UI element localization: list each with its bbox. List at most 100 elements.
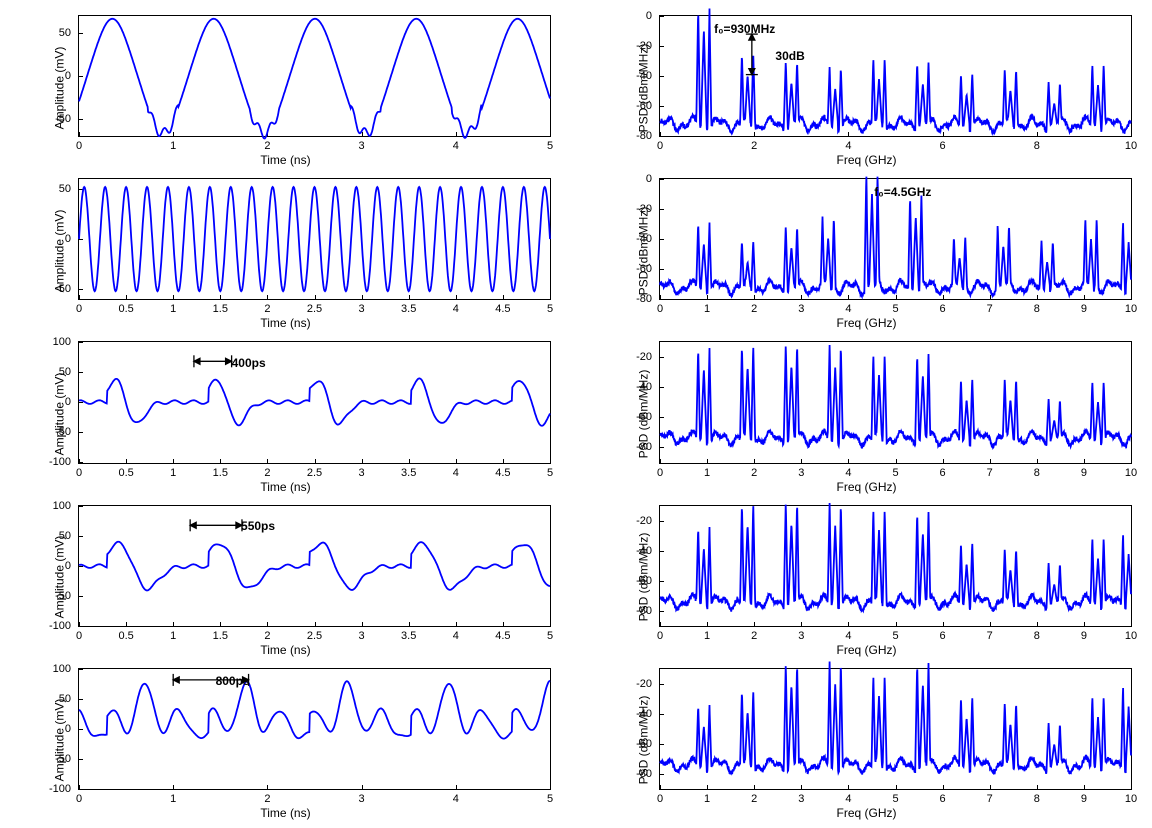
xtick: 0 <box>657 467 663 479</box>
ytick: -80 <box>636 293 652 305</box>
xtick: 8 <box>1034 630 1040 642</box>
xtick: 1 <box>704 467 710 479</box>
ytick: 0 <box>646 10 652 22</box>
plot-area: 012345678910-80-60-40-20 <box>659 668 1132 790</box>
ytick: 0 <box>65 70 71 82</box>
xtick: 9 <box>1081 630 1087 642</box>
xtick: 1 <box>170 467 176 479</box>
ylabel: Amplitude (mV) <box>52 536 66 619</box>
ytick: -100 <box>49 783 71 795</box>
ylabel: PSD (dBm/MHz) <box>636 43 650 132</box>
ytick: -60 <box>636 100 652 112</box>
xtick: 5 <box>892 793 898 805</box>
ytick: -50 <box>55 426 71 438</box>
ylabel: PSD (dBm/MHz) <box>636 206 650 295</box>
xtick: 0 <box>657 793 663 805</box>
xlabel: Time (ns) <box>260 316 310 330</box>
xtick: 4 <box>453 303 459 315</box>
ytick: -80 <box>636 441 652 453</box>
xtick: 3 <box>359 630 365 642</box>
xlabel: Time (ns) <box>260 643 310 657</box>
xtick: 6 <box>940 793 946 805</box>
ytick: -100 <box>49 620 71 632</box>
xtick: 9 <box>1081 793 1087 805</box>
xtick: 2 <box>751 467 757 479</box>
xtick: 3 <box>359 303 365 315</box>
xtick: 0 <box>657 630 663 642</box>
chart-L5: Amplitude (mV)Time (ns)012345-100-500501… <box>10 663 561 818</box>
ytick: 50 <box>59 183 71 195</box>
plot-area: 012345678910-80-60-40-20 <box>659 505 1132 627</box>
xtick: 5 <box>547 467 553 479</box>
ytick: 50 <box>59 366 71 378</box>
chart-R4: PSD (dBm/MHz)Freq (GHz)012345678910-80-6… <box>591 500 1142 655</box>
xtick: 4 <box>845 303 851 315</box>
xlabel: Freq (GHz) <box>837 806 897 820</box>
ytick: -50 <box>55 590 71 602</box>
ytick: 100 <box>53 336 71 348</box>
ytick: -40 <box>636 545 652 557</box>
xtick: 0.5 <box>118 630 133 642</box>
xtick: 2 <box>264 140 270 152</box>
xtick: 3 <box>359 467 365 479</box>
ytick: 0 <box>65 723 71 735</box>
xtick: 2 <box>264 793 270 805</box>
ytick: -80 <box>636 768 652 780</box>
xtick: 4 <box>845 140 851 152</box>
xtick: 4 <box>453 630 459 642</box>
xtick: 6 <box>940 140 946 152</box>
xtick: 9 <box>1081 303 1087 315</box>
xtick: 5 <box>892 630 898 642</box>
ytick: -50 <box>55 753 71 765</box>
xtick: 1 <box>704 303 710 315</box>
xtick: 0 <box>76 303 82 315</box>
plot-area: 012345678910-80-60-40-20 <box>659 341 1132 463</box>
chart-R5: PSD (dBm/MHz)Freq (GHz)012345678910-80-6… <box>591 663 1142 818</box>
xtick: 6 <box>940 303 946 315</box>
ytick: 0 <box>65 560 71 572</box>
xtick: 2.5 <box>307 630 322 642</box>
xtick: 3 <box>798 303 804 315</box>
xtick: 5 <box>547 140 553 152</box>
xtick: 7 <box>987 303 993 315</box>
xtick: 3.5 <box>401 630 416 642</box>
xtick: 4.5 <box>495 303 510 315</box>
xtick: 0.5 <box>118 467 133 479</box>
ytick: -20 <box>636 515 652 527</box>
xtick: 3.5 <box>401 303 416 315</box>
xtick: 5 <box>547 793 553 805</box>
xtick: 10 <box>1125 630 1137 642</box>
xtick: 0 <box>657 140 663 152</box>
plot-area: 00.511.522.533.544.55-100-50050100400ps <box>78 341 551 463</box>
chart-L3: Amplitude (mV)Time (ns)00.511.522.533.54… <box>10 336 561 491</box>
ytick: -80 <box>636 605 652 617</box>
xtick: 2 <box>751 793 757 805</box>
xtick: 4 <box>845 467 851 479</box>
ytick: -50 <box>55 113 71 125</box>
plot-area: 00.511.522.533.544.55-100-50050100550ps <box>78 505 551 627</box>
chart-R2: PSD (dBm/MHz)Freq (GHz)012345678910-80-6… <box>591 173 1142 328</box>
xtick: 0 <box>76 467 82 479</box>
chart-R3: PSD (dBm/MHz)Freq (GHz)012345678910-80-6… <box>591 336 1142 491</box>
xlabel: Freq (GHz) <box>837 643 897 657</box>
xtick: 0.5 <box>118 303 133 315</box>
chart-R1: PSD (dBm/MHz)Freq (GHz)0246810-80-60-40-… <box>591 10 1142 165</box>
chart-L4: Amplitude (mV) Time (ns) 00.511.522.533.54… <box>10 500 561 655</box>
ytick: -60 <box>636 738 652 750</box>
xtick: 3 <box>359 793 365 805</box>
xtick: 1.5 <box>213 630 228 642</box>
chart-L1: Amplitude (mV)Time (ns)012345-50050 <box>10 10 561 165</box>
xtick: 1 <box>170 630 176 642</box>
ytick: 50 <box>59 27 71 39</box>
xtick: 5 <box>547 630 553 642</box>
xtick: 2 <box>264 467 270 479</box>
xtick: 8 <box>1034 303 1040 315</box>
ytick: -50 <box>55 283 71 295</box>
xtick: 2.5 <box>307 303 322 315</box>
xtick: 2 <box>751 140 757 152</box>
xtick: 5 <box>892 303 898 315</box>
ytick: -40 <box>636 381 652 393</box>
xtick: 5 <box>892 467 898 479</box>
xtick: 3 <box>798 793 804 805</box>
ylabel: Amplitude (mV) <box>52 373 66 456</box>
